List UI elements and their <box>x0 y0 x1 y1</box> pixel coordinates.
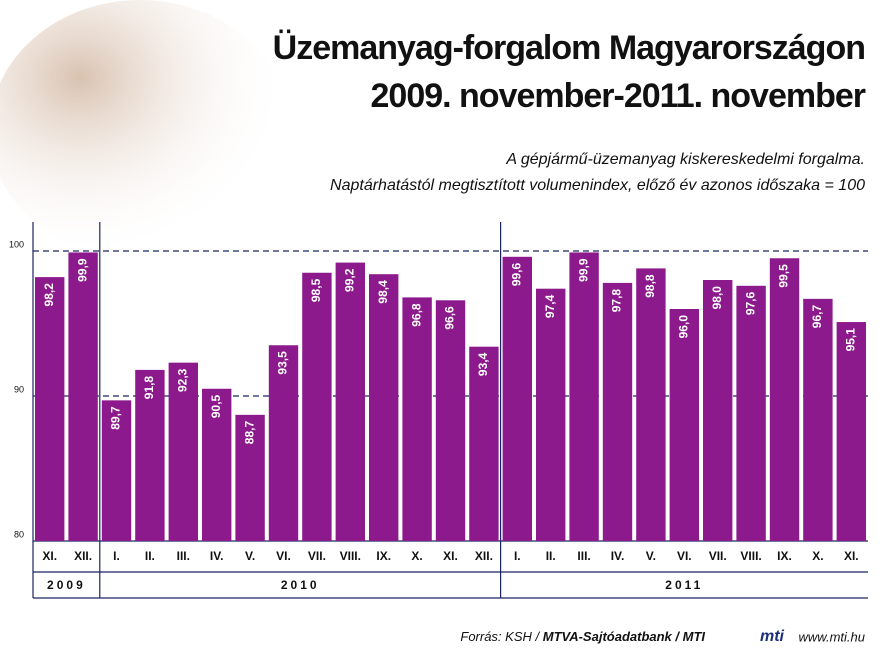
x-tick-label: II. <box>546 549 556 563</box>
value-label: 89,7 <box>109 406 123 430</box>
x-tick-label: II. <box>145 549 155 563</box>
value-label: 99,9 <box>75 258 89 282</box>
source-text: Forrás: KSH / <box>460 629 542 644</box>
x-tick-label: V. <box>646 549 656 563</box>
value-label: 93,4 <box>476 352 490 376</box>
chart-title: 2009. november-2011. november <box>371 77 866 115</box>
x-tick-label: V. <box>245 549 255 563</box>
x-tick-label: IX. <box>777 549 792 563</box>
bar <box>402 297 432 541</box>
bar <box>68 252 98 541</box>
y-tick-label: 100 <box>9 239 24 249</box>
value-label: 88,7 <box>242 421 256 445</box>
group-label: 2009 <box>47 578 86 592</box>
x-tick-label: VI. <box>276 549 291 563</box>
source-text: MTVA-Sajtóadatbank / MTI <box>543 629 706 644</box>
x-tick-label: VIII. <box>340 549 361 563</box>
bar <box>569 252 599 541</box>
chart-title: Üzemanyag-forgalom Magyarországon <box>273 29 865 67</box>
value-label: 98,0 <box>710 286 724 310</box>
bar <box>302 272 332 541</box>
x-tick-label: XI. <box>42 549 57 563</box>
value-label: 96,7 <box>810 305 824 329</box>
bar <box>469 346 499 541</box>
x-tick-label: III. <box>577 549 590 563</box>
value-label: 99,2 <box>342 268 356 292</box>
bar <box>602 282 633 541</box>
value-label: 98,2 <box>42 283 56 307</box>
value-label: 97,8 <box>610 289 624 313</box>
x-tick-label: VII. <box>709 549 727 563</box>
value-label: 99,6 <box>509 262 523 286</box>
bar <box>769 258 800 541</box>
bar <box>703 280 733 541</box>
value-label: 93,5 <box>276 351 290 375</box>
bar <box>636 268 666 541</box>
x-tick-label: XI. <box>844 549 859 563</box>
x-tick-label: IX. <box>376 549 391 563</box>
bar <box>35 277 65 541</box>
bar <box>335 262 365 541</box>
value-label: 91,8 <box>142 376 156 400</box>
x-tick-label: VII. <box>308 549 326 563</box>
value-label: 98,8 <box>643 274 657 298</box>
group-label: 2010 <box>281 578 320 592</box>
bar <box>101 400 132 541</box>
bar <box>235 414 265 541</box>
value-label: 90,5 <box>209 394 223 418</box>
value-label: 98,4 <box>376 280 390 304</box>
y-tick-label: 90 <box>14 384 24 394</box>
x-tick-label: X. <box>411 549 422 563</box>
subtitle: A gépjármű-üzemanyag kiskereskedelmi for… <box>505 151 865 168</box>
value-label: 96,6 <box>443 306 457 330</box>
bar <box>836 322 866 541</box>
x-tick-label: III. <box>177 549 190 563</box>
bar <box>736 285 766 541</box>
bar <box>669 309 699 541</box>
x-tick-label: X. <box>812 549 823 563</box>
bar <box>168 362 198 541</box>
value-label: 96,0 <box>676 315 690 339</box>
background-photo <box>0 0 290 260</box>
source: Forrás: KSH / MTVA-Sajtóadatbank / MTI <box>460 629 705 644</box>
bar <box>135 369 165 541</box>
bar <box>435 300 466 541</box>
value-label: 96,8 <box>409 303 423 327</box>
value-label: 95,1 <box>843 328 857 352</box>
x-tick-label: XI. <box>443 549 458 563</box>
value-label: 97,4 <box>543 294 557 318</box>
x-tick-label: XII. <box>475 549 493 563</box>
value-label: 98,5 <box>309 278 323 302</box>
value-label: 99,5 <box>777 264 791 288</box>
y-tick-label: 80 <box>14 529 24 539</box>
value-label: 92,3 <box>175 368 189 392</box>
bar <box>502 256 532 541</box>
x-tick-label: VIII. <box>740 549 761 563</box>
x-tick-label: IV. <box>210 549 224 563</box>
x-tick-label: I. <box>514 549 521 563</box>
value-label: 97,6 <box>743 291 757 315</box>
x-tick-label: IV. <box>611 549 625 563</box>
logo: mti <box>760 628 785 645</box>
group-label: 2011 <box>665 578 703 592</box>
x-tick-label: I. <box>113 549 120 563</box>
bar <box>202 388 232 541</box>
website: www.mti.hu <box>799 629 865 644</box>
value-label: 99,9 <box>576 258 590 282</box>
bar <box>536 288 566 541</box>
bar <box>803 298 833 541</box>
subtitle: Naptárhatástól megtisztított volumeninde… <box>330 177 865 194</box>
x-tick-label: XII. <box>74 549 92 563</box>
x-tick-label: VI. <box>677 549 692 563</box>
bar <box>369 274 399 541</box>
bar <box>268 345 299 541</box>
